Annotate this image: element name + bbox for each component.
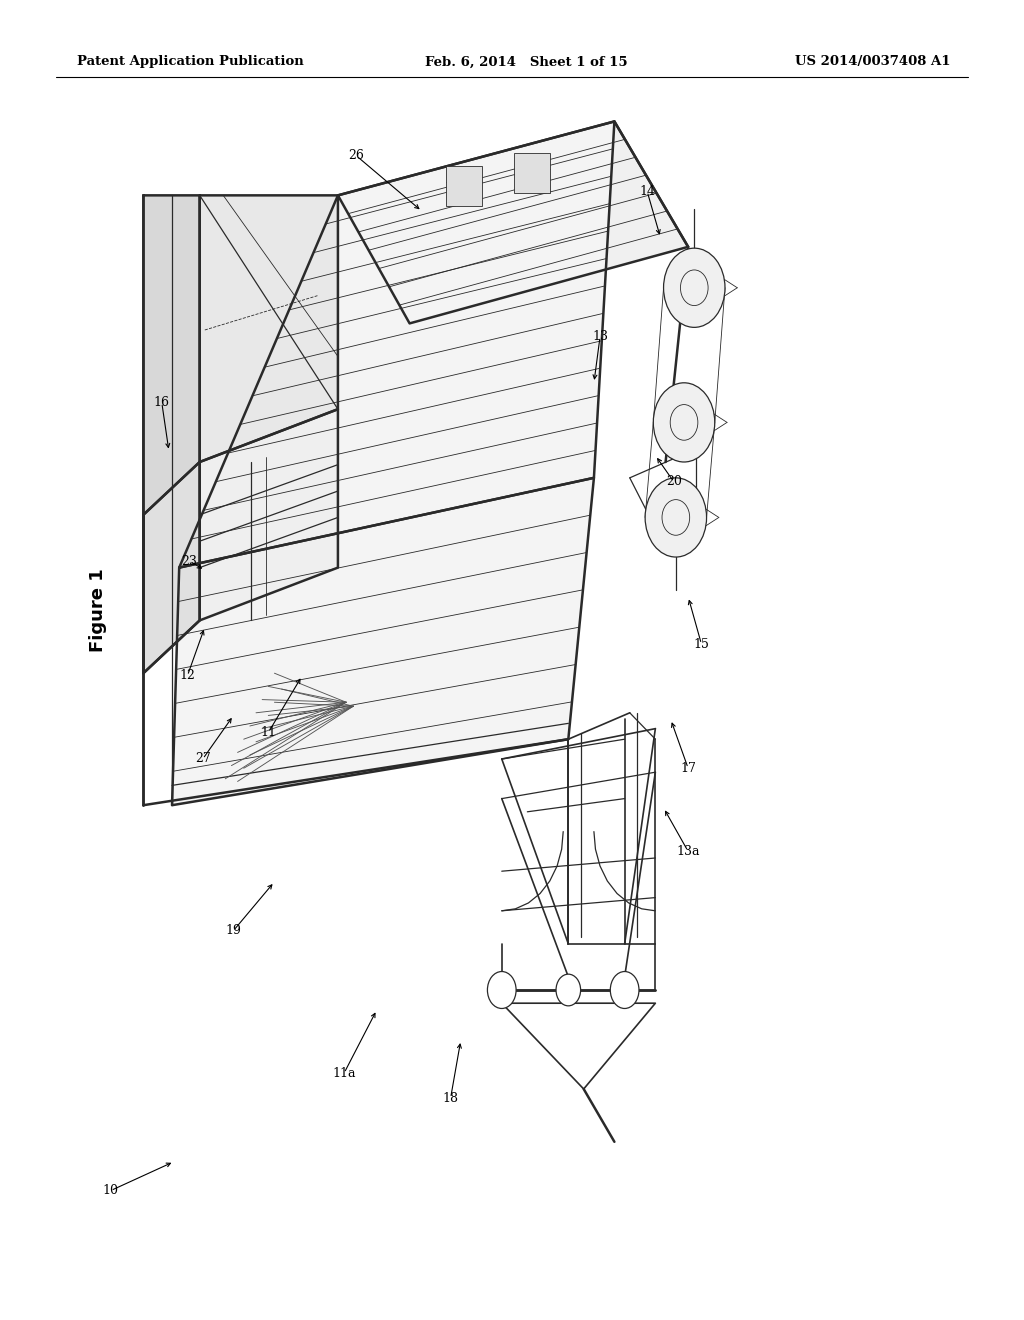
Bar [514,153,550,193]
Text: 23: 23 [181,554,198,568]
Text: 17: 17 [680,762,696,775]
Text: 13: 13 [592,330,608,343]
Polygon shape [338,121,688,323]
Text: 15: 15 [693,638,710,651]
Polygon shape [179,121,614,568]
Text: 16: 16 [154,396,170,409]
Text: 19: 19 [225,924,242,937]
Text: Figure 1: Figure 1 [89,568,108,652]
Text: 27: 27 [195,752,211,766]
Polygon shape [172,478,594,805]
Text: Patent Application Publication: Patent Application Publication [77,55,303,69]
Text: 14: 14 [639,185,655,198]
Text: 13a: 13a [677,845,699,858]
Text: 12: 12 [179,669,196,682]
Circle shape [653,383,715,462]
Circle shape [664,248,725,327]
Text: 26: 26 [348,149,365,162]
Text: US 2014/0037408 A1: US 2014/0037408 A1 [795,55,950,69]
Polygon shape [200,409,338,620]
Polygon shape [143,195,200,515]
Text: 11a: 11a [333,1067,355,1080]
Polygon shape [143,462,200,673]
Text: 20: 20 [666,475,682,488]
Text: 10: 10 [102,1184,119,1197]
Text: 18: 18 [442,1092,459,1105]
Text: Feb. 6, 2014   Sheet 1 of 15: Feb. 6, 2014 Sheet 1 of 15 [425,55,628,69]
Bar [446,166,482,206]
Polygon shape [200,195,338,462]
Circle shape [610,972,639,1008]
Text: 11: 11 [260,726,276,739]
Circle shape [487,972,516,1008]
Circle shape [556,974,581,1006]
Circle shape [645,478,707,557]
